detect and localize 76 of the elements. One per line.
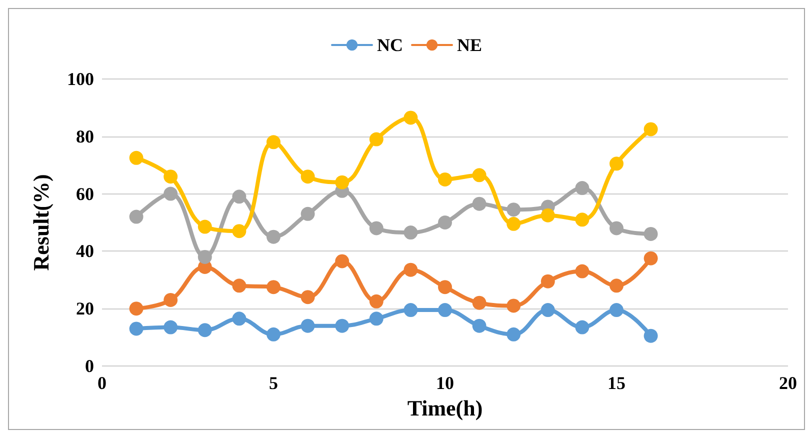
x-tick-label: 5 bbox=[269, 373, 278, 393]
point bbox=[438, 280, 452, 294]
point bbox=[164, 170, 178, 184]
point bbox=[300, 206, 315, 221]
point bbox=[335, 175, 350, 190]
point bbox=[198, 323, 212, 338]
point bbox=[198, 250, 212, 264]
point bbox=[506, 216, 521, 231]
point bbox=[610, 156, 624, 171]
point bbox=[438, 172, 452, 186]
legend-label: NE bbox=[456, 35, 482, 55]
point bbox=[300, 170, 315, 184]
point bbox=[575, 181, 590, 196]
point bbox=[404, 262, 418, 277]
point bbox=[472, 296, 486, 310]
x-axis-title: Time(h) bbox=[407, 395, 483, 420]
y-tick-label: 80 bbox=[76, 126, 94, 146]
point bbox=[540, 274, 555, 288]
y-tick-label: 100 bbox=[67, 69, 94, 89]
point bbox=[404, 226, 418, 240]
point bbox=[404, 303, 418, 318]
point bbox=[610, 303, 624, 318]
x-tick-label: 20 bbox=[779, 373, 797, 393]
point bbox=[164, 320, 178, 334]
point bbox=[164, 292, 178, 307]
point bbox=[164, 186, 178, 201]
point bbox=[369, 294, 384, 308]
point bbox=[610, 278, 624, 293]
point bbox=[369, 221, 384, 236]
x-tick-label: 0 bbox=[98, 373, 106, 393]
point bbox=[266, 280, 280, 294]
point bbox=[300, 318, 315, 333]
legend-label: NC bbox=[377, 35, 403, 55]
point bbox=[610, 221, 624, 236]
y-tick-label: 40 bbox=[76, 241, 94, 262]
point bbox=[438, 303, 452, 318]
point bbox=[644, 226, 658, 241]
point bbox=[129, 322, 144, 336]
point bbox=[198, 220, 212, 234]
point bbox=[540, 208, 555, 222]
point bbox=[472, 168, 486, 182]
point bbox=[369, 312, 384, 326]
x-tick-label: 10 bbox=[436, 373, 454, 393]
point bbox=[369, 132, 384, 146]
point bbox=[575, 320, 590, 334]
point bbox=[506, 298, 521, 313]
y-axis-title: Result(%) bbox=[28, 174, 54, 271]
point bbox=[438, 216, 452, 230]
point bbox=[506, 202, 521, 217]
point bbox=[300, 290, 315, 304]
point bbox=[506, 327, 521, 342]
point bbox=[232, 312, 246, 326]
y-tick-label: 0 bbox=[85, 356, 94, 376]
point bbox=[266, 230, 280, 244]
point bbox=[575, 212, 590, 227]
point bbox=[335, 254, 350, 268]
point bbox=[404, 110, 418, 125]
point bbox=[232, 190, 246, 204]
point bbox=[472, 196, 486, 211]
point bbox=[266, 135, 280, 150]
point bbox=[472, 318, 486, 333]
point bbox=[266, 327, 280, 342]
point bbox=[540, 303, 555, 318]
point bbox=[129, 210, 144, 224]
point bbox=[644, 328, 658, 343]
y-tick-label: 20 bbox=[76, 298, 94, 319]
point bbox=[129, 150, 144, 165]
point bbox=[644, 122, 658, 136]
point bbox=[644, 251, 658, 266]
point bbox=[575, 264, 590, 278]
point bbox=[232, 224, 246, 238]
x-tick-label: 15 bbox=[608, 373, 626, 393]
y-tick-label: 60 bbox=[76, 184, 94, 204]
point bbox=[232, 278, 246, 293]
point bbox=[335, 318, 350, 333]
point bbox=[129, 302, 144, 316]
